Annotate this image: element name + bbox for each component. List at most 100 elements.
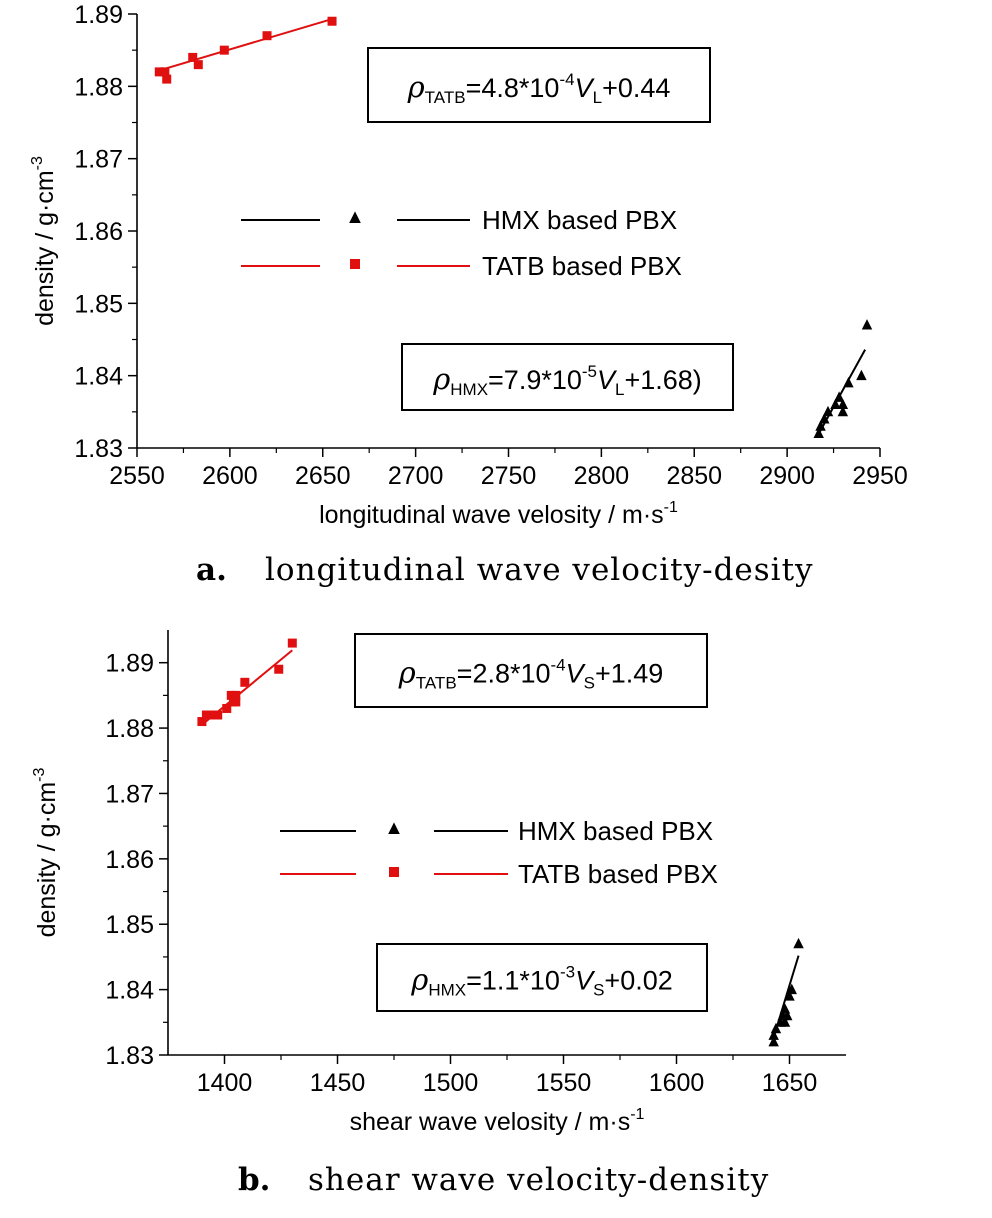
data-point-tatb bbox=[274, 664, 284, 674]
x-tick-label: 2900 bbox=[759, 462, 815, 490]
x-tick-label: 1650 bbox=[762, 1069, 818, 1097]
equation-box-hmx: ρHMX=7.9*10-5VL+1.68) bbox=[401, 343, 734, 411]
x-tick-label: 2550 bbox=[109, 462, 165, 490]
data-point-hmx bbox=[837, 405, 849, 417]
data-point-hmx bbox=[784, 990, 795, 1001]
data-point-tatb bbox=[231, 697, 241, 707]
x-tick-label: 2700 bbox=[388, 462, 444, 490]
y-tick-label: 1.87 bbox=[105, 780, 154, 808]
data-point-tatb bbox=[188, 52, 198, 62]
equation-frame bbox=[401, 343, 734, 411]
x-tick-label: 2600 bbox=[202, 462, 258, 490]
data-point-hmx bbox=[768, 1029, 779, 1040]
data-point-hmx bbox=[782, 1009, 793, 1021]
x-tick-label: 2950 bbox=[852, 462, 908, 490]
data-point-hmx bbox=[786, 983, 797, 995]
legend-label-hmx: HMX based PBX bbox=[518, 816, 713, 846]
series-tatb bbox=[197, 638, 297, 727]
data-point-tatb bbox=[287, 638, 297, 648]
equation-frame bbox=[367, 47, 711, 123]
caption-letter: b. bbox=[238, 1162, 270, 1198]
caption-text: shear wave velocity-density bbox=[308, 1162, 769, 1198]
data-point-tatb bbox=[231, 690, 241, 700]
data-point-tatb bbox=[222, 703, 232, 713]
data-point-tatb bbox=[201, 710, 211, 720]
equation-text: ρHMX=1.1*10-3VS+0.02 bbox=[410, 963, 673, 1000]
fit-line-tatb bbox=[159, 18, 333, 72]
x-tick-label: 1600 bbox=[649, 1069, 705, 1097]
x-tick-label: 2650 bbox=[295, 462, 351, 490]
data-point-tatb bbox=[219, 45, 229, 55]
legend-label-tatb: TATB based PBX bbox=[482, 251, 682, 281]
data-point-hmx bbox=[768, 1035, 779, 1047]
equation-frame bbox=[376, 943, 708, 1012]
data-point-tatb bbox=[197, 717, 207, 727]
data-point-tatb bbox=[154, 67, 164, 77]
data-point-hmx bbox=[822, 405, 834, 417]
chart-panel-a: 2550 2600 2650 2700 2750 2800 2850 2900 2950 1.83… bbox=[29, 1, 908, 588]
legend: HMX based PBX TATB based PBX bbox=[241, 205, 682, 281]
data-point-hmx bbox=[770, 1022, 782, 1034]
y-tick-label: 1.85 bbox=[105, 911, 154, 939]
equation-box-tatb: ρTATB=4.8*10-4VL+0.44 bbox=[367, 47, 711, 123]
x-tick-label: 1450 bbox=[310, 1069, 366, 1097]
y-tick-label: 1.83 bbox=[74, 435, 123, 463]
data-point-hmx bbox=[819, 413, 830, 424]
data-point-tatb bbox=[262, 31, 272, 41]
x-tick-label: 2800 bbox=[574, 462, 630, 490]
caption-letter: a. bbox=[196, 552, 227, 588]
y-tick-label: 1.85 bbox=[74, 290, 123, 318]
x-axis-label: longitudinal wave velosity / m·s-1 bbox=[319, 499, 678, 529]
y-tick-label: 1.86 bbox=[74, 218, 123, 246]
data-point-tatb bbox=[327, 16, 337, 26]
y-tick-label: 1.87 bbox=[74, 146, 123, 174]
triangle-marker bbox=[388, 822, 400, 834]
square-marker bbox=[389, 867, 399, 877]
y-tick-label: 1.86 bbox=[105, 846, 154, 874]
y-axis-label: density / g·cm-3 bbox=[31, 767, 61, 937]
y-tick-label: 1.88 bbox=[74, 73, 123, 101]
data-point-hmx bbox=[833, 391, 845, 402]
y-tick-label: 1.88 bbox=[105, 715, 154, 743]
x-tick-label: 1400 bbox=[197, 1069, 253, 1097]
series-hmx bbox=[768, 937, 804, 1047]
chart-panel-b: 1400 1450 1500 1550 1600 1650 1.83 1.84 1.85 1.86… bbox=[31, 630, 846, 1198]
data-point-hmx bbox=[793, 937, 804, 949]
data-point-hmx bbox=[837, 398, 849, 410]
y-tick-label: 1.84 bbox=[105, 977, 154, 1005]
data-point-tatb bbox=[213, 710, 223, 720]
data-point-tatb bbox=[240, 677, 250, 687]
x-tick-label: 1500 bbox=[423, 1069, 479, 1097]
equation-text: ρHMX=7.9*10-5VL+1.68) bbox=[432, 362, 702, 399]
fit-line-hmx bbox=[815, 349, 867, 438]
data-point-tatb bbox=[226, 690, 236, 700]
equation-box-hmx: ρHMX=1.1*10-3VS+0.02 bbox=[376, 943, 708, 1012]
data-point-hmx bbox=[815, 420, 826, 431]
legend-label-hmx: HMX based PBX bbox=[482, 205, 677, 235]
legend: HMX based PBX TATB based PBX bbox=[280, 816, 718, 889]
data-point-tatb bbox=[160, 67, 170, 77]
data-point-hmx bbox=[779, 1016, 791, 1027]
data-point-hmx bbox=[779, 1003, 791, 1014]
data-point-hmx bbox=[813, 427, 824, 438]
data-point-tatb bbox=[208, 710, 218, 720]
y-tick-label: 1.89 bbox=[74, 1, 123, 29]
equation-text: ρTATB=2.8*10-4VS+1.49 bbox=[398, 656, 664, 693]
caption-text: longitudinal wave velocity-desity bbox=[265, 552, 814, 588]
x-tick-label: 1550 bbox=[536, 1069, 592, 1097]
data-point-hmx bbox=[830, 398, 841, 410]
y-axis-label: density / g·cm-3 bbox=[29, 156, 59, 326]
series-tatb bbox=[154, 16, 337, 84]
data-point-hmx bbox=[843, 376, 854, 388]
y-tick-label: 1.89 bbox=[105, 650, 154, 678]
y-tick-label: 1.84 bbox=[74, 363, 123, 391]
x-axis-label: shear wave velosity / m·s-1 bbox=[350, 1106, 645, 1136]
x-tick-label: 2850 bbox=[666, 462, 722, 490]
data-point-tatb bbox=[193, 60, 203, 70]
triangle-marker bbox=[349, 211, 361, 223]
equation-text: ρTATB=4.8*10-4VL+0.44 bbox=[407, 70, 671, 107]
data-point-tatb bbox=[162, 74, 172, 84]
data-point-hmx bbox=[856, 369, 867, 381]
data-point-hmx bbox=[861, 319, 873, 330]
